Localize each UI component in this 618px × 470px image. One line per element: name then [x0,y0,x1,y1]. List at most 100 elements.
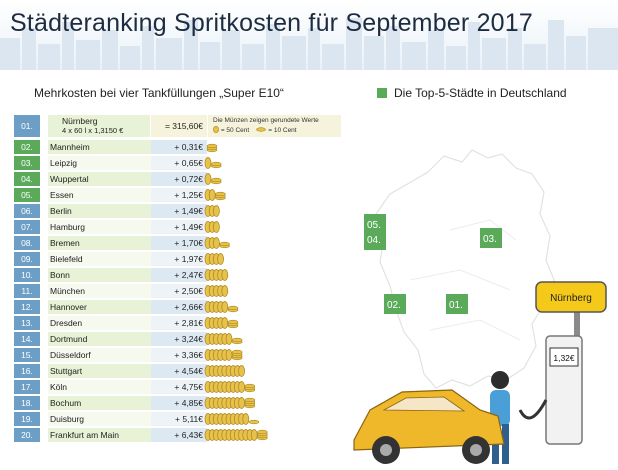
coin-group [204,365,245,377]
city-cell: München [48,284,152,298]
small-coin-label: = 10 Cent [268,127,297,134]
value-cell: + 2,81€ [151,316,207,330]
rank-cell: 15. [14,348,40,362]
value-cell: + 4,85€ [151,396,207,410]
city-cell: Bielefeld [48,252,152,266]
city-cell: Bonn [48,268,152,282]
table-row: 18. Bochum + 4,85€ [14,396,207,410]
rank-cell: 17. [14,380,40,394]
rank-cell: 01. [14,115,40,137]
city-cell: Wuppertal [48,172,152,186]
large-coin [242,413,250,425]
coin-group [204,189,226,201]
marker-05: 05. [367,220,381,231]
rank-cell: 08. [14,236,40,250]
city-cell: Essen [48,188,152,202]
coin-group [204,205,220,217]
value-cell: + 1,49€ [151,204,207,218]
small-coin [257,429,268,435]
rank-cell: 13. [14,316,40,330]
rank-cell: 05. [14,188,40,202]
city-cell: Nürnberg 4 x 60 l x 1,3150 € [48,115,150,137]
coin-group [204,429,268,441]
table-row: 06. Berlin + 1,49€ [14,204,207,218]
coin-group [204,269,229,281]
value-cell: = 315,60€ [151,115,207,137]
small-coin [210,161,222,167]
large-coin [221,317,229,329]
coin-group [204,413,260,425]
rank-cell: 14. [14,332,40,346]
large-coin [225,349,233,361]
large-coin [238,381,245,393]
rank-cell: 12. [14,300,40,314]
top5-markers: 05. 04. 03. 02. 01. [364,214,502,314]
chart-subtitle: Mehrkosten bei vier Tankfüllungen „Super… [34,86,284,100]
large-coin-icon [213,125,219,134]
table-row: 11. München + 2,50€ [14,284,207,298]
value-cell: + 1,97€ [151,252,207,266]
small-coin [231,337,243,343]
small-coin [227,319,239,325]
fuel-pump: 1,32€ [518,335,583,445]
rank-cell: 09. [14,252,40,266]
large-coin [221,285,229,297]
value-cell: + 1,70€ [151,236,207,250]
small-coin [244,383,256,389]
rank-cell: 18. [14,396,40,410]
table-row: 08. Bremen + 1,70€ [14,236,207,250]
coin-group [204,301,239,313]
rank-cell: 10. [14,268,40,282]
coin-group [204,237,230,249]
legend-swatch [377,88,387,98]
small-coin-icon [256,127,267,132]
table-row: 09. Bielefeld + 1,97€ [14,252,207,266]
small-coin [244,397,256,403]
marker-03: 03. [483,234,497,245]
city-cell: Berlin [48,204,152,218]
large-coin [213,205,220,217]
city-cell: Bochum [48,396,152,410]
marker-02: 02. [387,300,401,311]
legend-top5-label: Die Top-5-Städte in Deutschland [394,86,567,100]
table-row: 19. Duisburg + 5,11€ [14,412,207,426]
coin-group [204,285,229,297]
coin-note-text: Die Münzen zeigen gerundete Werte [213,117,319,124]
table-row: 05. Essen + 1,25€ [14,188,207,202]
marker-01: 01. [449,300,463,311]
rank-cell: 20. [14,428,40,442]
pump-price: 1,32€ [553,353,575,363]
coin-group [204,317,239,329]
city-name: Nürnberg [62,116,98,126]
value-cell: + 0,65€ [151,156,207,170]
large-coin [221,301,229,313]
small-coin [219,241,230,247]
large-coin [213,237,220,249]
city-cell: Dortmund [48,332,152,346]
small-coin [227,305,239,311]
large-coin-label: = 50 Cent [220,127,250,134]
value-cell: + 1,25€ [151,188,207,202]
small-coin [210,177,222,183]
large-coin [238,397,245,409]
coin-group [204,221,220,233]
table-row: 14. Dortmund + 3,24€ [14,332,207,346]
coin-group [204,253,224,265]
rank-cell: 07. [14,220,40,234]
rank-cell: 19. [14,412,40,426]
table-row: 16. Stuttgart + 4,54€ [14,364,207,378]
small-coin [248,419,260,425]
small-coin [215,191,226,197]
large-coin [250,429,258,441]
table-row: 13. Dresden + 2,81€ [14,316,207,330]
coin-note-units: = 50 Cent = 10 Cent [213,125,297,134]
coin-group [204,333,243,345]
table-row: 15. Düsseldorf + 3,36€ [14,348,207,362]
large-coin [225,333,233,345]
legend-top5: Die Top-5-Städte in Deutschland [377,86,567,100]
germany-map-illustration: 05. 04. 03. 02. 01. Nürnberg 1,32€ [353,149,607,464]
city-cell: Frankfurt am Main [48,428,152,442]
large-coin [217,253,224,265]
city-cell: Köln [48,380,152,394]
rank-cell: 02. [14,140,40,154]
